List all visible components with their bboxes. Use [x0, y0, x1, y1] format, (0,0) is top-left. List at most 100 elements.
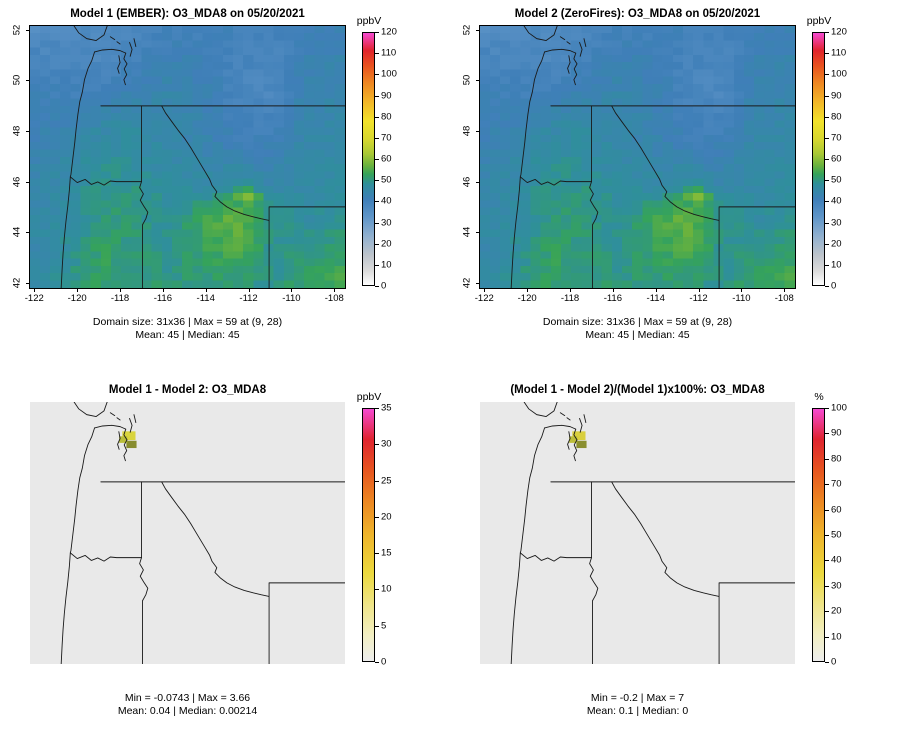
colorbar-tick-mark: [375, 32, 379, 33]
panel-stats: Domain size: 31x36 | Max = 59 at (9, 28)…: [470, 316, 805, 342]
colorbar-tick-mark: [825, 636, 829, 638]
colorbar-tick-mark: [375, 180, 379, 182]
colorbar-tick-label: 0: [381, 656, 387, 668]
x-tick-mark: [205, 288, 207, 292]
colorbar-tick-mark: [825, 484, 829, 486]
x-tick-mark: [162, 288, 164, 292]
y-tick-mark: [476, 131, 480, 133]
y-tick-label: 48: [11, 125, 23, 137]
colorbar-tick-label: 110: [381, 47, 397, 59]
x-tick-mark: [698, 288, 700, 292]
stats-line-2: Mean: 45 | Median: 45: [135, 329, 240, 341]
colorbar-tick-label: 10: [831, 259, 842, 271]
colorbar-tick-label: 5: [381, 620, 387, 632]
x-tick-label: -118: [560, 293, 580, 304]
x-tick-mark: [248, 288, 250, 292]
y-tick-label: 42: [11, 277, 23, 289]
colorbar-gradient: [812, 408, 825, 662]
colorbar-tick-label: 30: [831, 217, 842, 228]
colorbar-tick-label: 30: [381, 438, 392, 450]
stats-line-2: Mean: 0.1 | Median: 0: [586, 705, 689, 717]
colorbar-tick-label: 0: [381, 280, 387, 292]
y-tick-mark: [26, 232, 30, 234]
colorbar-tick-label: 100: [831, 68, 847, 80]
colorbar-tick-mark: [825, 535, 829, 536]
x-tick-mark: [741, 288, 743, 292]
x-tick-label: -108: [774, 293, 794, 304]
colorbar-tick-label: 10: [831, 631, 842, 643]
colorbar-tick-mark: [375, 553, 379, 555]
colorbar-tick-mark: [825, 611, 829, 613]
basemap-overlay: [59, 402, 345, 664]
colorbar-tick-mark: [825, 159, 829, 160]
panel-title: Model 1 (EMBER): O3_MDA8 on 05/20/2021: [70, 8, 305, 20]
colorbar-tick-label: 80: [831, 453, 842, 465]
colorbar-gradient: [362, 32, 375, 286]
colorbar-tick-mark: [825, 560, 829, 562]
x-tick-mark: [612, 288, 614, 292]
stats-line-2: Mean: 0.04 | Median: 0.00214: [117, 705, 258, 717]
y-tick-mark: [476, 282, 480, 284]
y-tick-mark: [476, 80, 480, 82]
colorbar-tick-mark: [375, 222, 379, 224]
stats-line-1: Min = -0.0743 | Max = 3.66: [124, 692, 251, 704]
map-plot-box: [479, 25, 796, 289]
colorbar-tick-label: 30: [381, 217, 392, 228]
colorbar-tick-label: 20: [381, 511, 392, 523]
colorbar-tick-mark: [825, 433, 829, 435]
colorbar-tick-label: 50: [381, 174, 392, 186]
stats-line-1: Domain size: 31x36 | Max = 59 at (9, 28): [92, 316, 283, 328]
colorbar-tick-label: 10: [381, 583, 392, 595]
x-tick-label: -114: [196, 293, 215, 304]
panel-title: Model 2 (ZeroFires): O3_MDA8 on 05/20/20…: [514, 8, 761, 20]
colorbar-tick-mark: [375, 264, 379, 266]
colorbar-tick-label: 50: [831, 174, 842, 186]
x-tick-mark: [527, 288, 529, 292]
panel-model2: Model 2 (ZeroFires): O3_MDA8 on 05/20/20…: [450, 0, 900, 376]
x-tick-label: -120: [67, 293, 87, 304]
x-tick-mark: [570, 288, 571, 292]
colorbar-tick-label: 90: [381, 90, 392, 101]
y-tick-mark: [476, 181, 480, 183]
concentration-raster: [30, 26, 345, 288]
colorbar-title: ppbV: [356, 391, 382, 403]
map-plot-box: [30, 402, 345, 664]
x-tick-mark: [34, 288, 36, 292]
colorbar-tick-mark: [375, 53, 379, 55]
x-tick-label: -108: [324, 293, 344, 304]
stats-line-2: Mean: 45 | Median: 45: [585, 329, 690, 341]
colorbar-tick-mark: [825, 662, 829, 663]
colorbar-tick-label: 25: [381, 475, 392, 487]
x-tick-mark: [291, 288, 293, 292]
colorbar-tick-label: 40: [831, 554, 842, 566]
colorbar-title: %: [814, 391, 824, 403]
colorbar-tick-mark: [825, 243, 829, 245]
colorbar-tick-label: 100: [831, 402, 847, 414]
colorbar-tick-mark: [825, 201, 829, 203]
colorbar-tick-label: 35: [381, 402, 392, 414]
x-tick-label: -110: [732, 293, 751, 304]
panel-title: Model 1 - Model 2: O3_MDA8: [108, 384, 267, 396]
colorbar-tick-label: 10: [381, 259, 392, 271]
y-tick-mark: [26, 80, 30, 82]
colorbar-tick-label: 50: [831, 529, 842, 541]
colorbar-tick-label: 80: [831, 111, 842, 123]
colorbar-tick-mark: [375, 516, 379, 518]
colorbar-tick-mark: [375, 116, 379, 118]
x-tick-label: -112: [689, 293, 708, 304]
colorbar-tick-label: 110: [831, 47, 847, 59]
colorbar-tick-label: 120: [381, 26, 397, 38]
x-tick-mark: [484, 288, 486, 292]
colorbar-tick-label: 70: [381, 132, 392, 144]
colorbar-tick-mark: [825, 286, 829, 287]
colorbar-tick-mark: [825, 458, 829, 460]
x-tick-mark: [655, 288, 657, 292]
x-tick-label: -120: [517, 293, 537, 304]
colorbar-tick-mark: [375, 589, 379, 591]
colorbar-tick-mark: [825, 509, 829, 511]
colorbar-tick-mark: [825, 95, 829, 97]
y-tick-label: 52: [11, 24, 23, 36]
colorbar-gradient: [812, 32, 825, 286]
x-tick-label: -122: [474, 293, 494, 304]
panel-title: (Model 1 - Model 2)/(Model 1)x100%: O3_M…: [510, 384, 765, 396]
